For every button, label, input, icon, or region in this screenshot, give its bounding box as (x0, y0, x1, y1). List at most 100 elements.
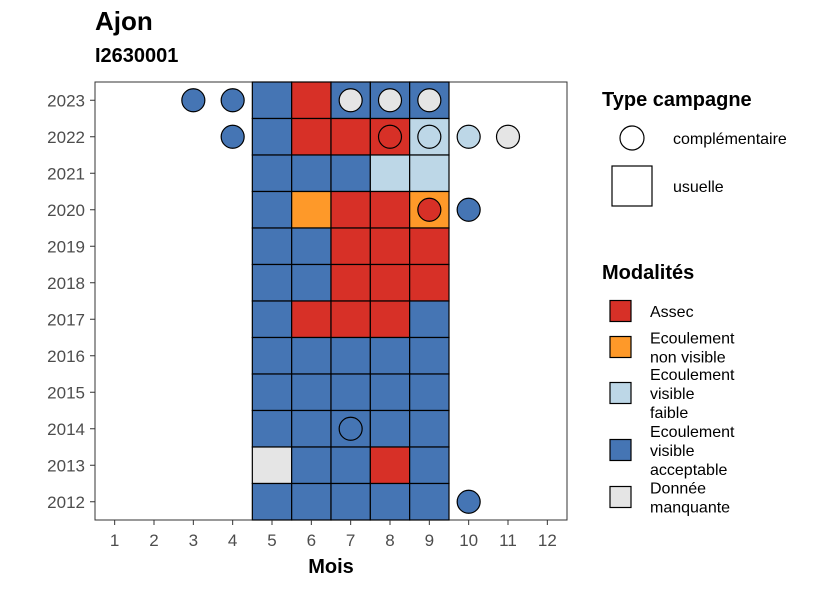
legend-label-usuelle: usuelle (673, 179, 724, 196)
y-tick-label-2020: 2020 (47, 201, 85, 220)
legend-key-circle (619, 125, 645, 151)
legend-title-modalites: Modalités (602, 262, 694, 284)
cell-2013-5 (251, 446, 293, 485)
cell-2016-8 (369, 336, 411, 375)
marker-2020-9 (417, 197, 442, 222)
cell-2023-6 (291, 81, 332, 120)
cell-2019-7 (330, 227, 371, 266)
y-tick-label-2017: 2017 (47, 310, 85, 329)
marker-2023-4 (220, 88, 245, 113)
x-tick-label-12: 12 (538, 531, 557, 550)
cell-2023-5 (251, 81, 293, 120)
legend-key-square (611, 165, 653, 207)
x-tick-label-11: 11 (499, 531, 517, 550)
marker-2023-8 (377, 88, 403, 113)
y-tick-label-2013: 2013 (47, 456, 85, 475)
cell-2015-7 (330, 373, 371, 412)
cell-2018-7 (330, 263, 371, 302)
legend-label-0: Assec (650, 304, 694, 321)
y-tick-label-2019: 2019 (47, 237, 85, 256)
cell-2016-9 (409, 336, 450, 375)
cell-2012-7 (330, 482, 371, 521)
legend-label-3: Ecoulement visible acceptable (650, 424, 735, 479)
marker-2022-11 (495, 124, 521, 149)
cell-2022-6 (291, 117, 332, 156)
cell-2017-8 (369, 300, 411, 339)
chart-subtitle: I2630001 (95, 45, 179, 67)
y-tick-label-2022: 2022 (47, 128, 85, 147)
marker-2023-3 (181, 88, 206, 113)
x-tick-label-10: 10 (459, 531, 478, 550)
cell-2018-9 (409, 263, 450, 302)
cell-2012-6 (291, 482, 332, 521)
cell-2017-6 (291, 300, 332, 339)
cell-2022-7 (330, 117, 371, 156)
cell-2015-9 (409, 373, 450, 412)
x-tick-label-8: 8 (385, 531, 394, 550)
marker-2020-10 (456, 197, 481, 222)
cell-2018-5 (251, 263, 293, 302)
cell-2021-7 (330, 154, 371, 193)
legend-label-complementaire: complémentaire (673, 131, 787, 148)
cell-2018-6 (291, 263, 332, 302)
cell-2017-7 (330, 300, 371, 339)
marker-2023-9 (417, 88, 442, 113)
marker-2022-8 (377, 124, 403, 149)
complementaire-markers (181, 88, 521, 514)
legend-key-1 (609, 335, 632, 359)
x-tick-label-5: 5 (267, 531, 276, 550)
legend-key-3 (609, 438, 632, 462)
cell-2019-6 (291, 227, 332, 266)
cell-2020-6 (291, 190, 332, 229)
marker-2022-4 (220, 124, 245, 149)
y-tick-label-2012: 2012 (47, 493, 85, 512)
cell-2015-5 (251, 373, 293, 412)
cell-2014-5 (251, 409, 293, 448)
x-tick-label-2: 2 (149, 531, 158, 550)
cell-2021-9 (409, 154, 450, 193)
legend-key-4 (609, 485, 632, 509)
x-axis-label: Mois (308, 556, 354, 578)
cell-2012-9 (409, 482, 450, 521)
legend-label-1: Ecoulement non visible (650, 331, 735, 367)
cell-2021-6 (291, 154, 332, 193)
marker-2014-7 (338, 416, 363, 441)
cell-2021-8 (369, 154, 411, 193)
x-tick-label-4: 4 (228, 531, 237, 550)
y-tick-label-2018: 2018 (47, 274, 85, 293)
y-tick-label-2015: 2015 (47, 383, 85, 402)
cell-2019-5 (251, 227, 293, 266)
cell-2013-9 (409, 446, 450, 485)
marker-2022-9 (417, 124, 442, 149)
cell-2021-5 (251, 154, 293, 193)
cell-2012-5 (251, 482, 293, 521)
y-tick-label-2016: 2016 (47, 347, 85, 366)
cell-2013-6 (291, 446, 332, 485)
cell-2012-8 (369, 482, 411, 521)
x-tick-label-1: 1 (110, 531, 119, 550)
legend-key-2 (609, 381, 632, 405)
x-tick-label-7: 7 (346, 531, 355, 550)
y-axis: 2012 2013 2014 2015 2016 2017 2018 2019 2020 2021… (47, 91, 95, 512)
x-tick-label-6: 6 (307, 531, 316, 550)
cell-2020-5 (251, 190, 293, 229)
legend: Type campagne complémentaire usuelle Modali… (602, 89, 787, 517)
marker-2022-10 (456, 124, 481, 149)
marker-2012-10 (456, 489, 481, 514)
y-tick-label-2023: 2023 (47, 91, 85, 110)
usuelle-cells (251, 81, 450, 521)
cell-2020-8 (369, 190, 411, 229)
cell-2017-5 (251, 300, 293, 339)
x-tick-label-3: 3 (189, 531, 198, 550)
cell-2018-8 (369, 263, 411, 302)
cell-2019-8 (369, 227, 411, 266)
legend-title-type-campagne: Type campagne (602, 89, 752, 111)
cell-2013-7 (330, 446, 371, 485)
cell-2013-8 (369, 446, 411, 485)
legend-label-4: Donnée manquante (650, 481, 730, 517)
cell-2020-7 (330, 190, 371, 229)
cell-2014-6 (291, 409, 332, 448)
cell-2019-9 (409, 227, 450, 266)
legend-key-0 (609, 299, 632, 323)
